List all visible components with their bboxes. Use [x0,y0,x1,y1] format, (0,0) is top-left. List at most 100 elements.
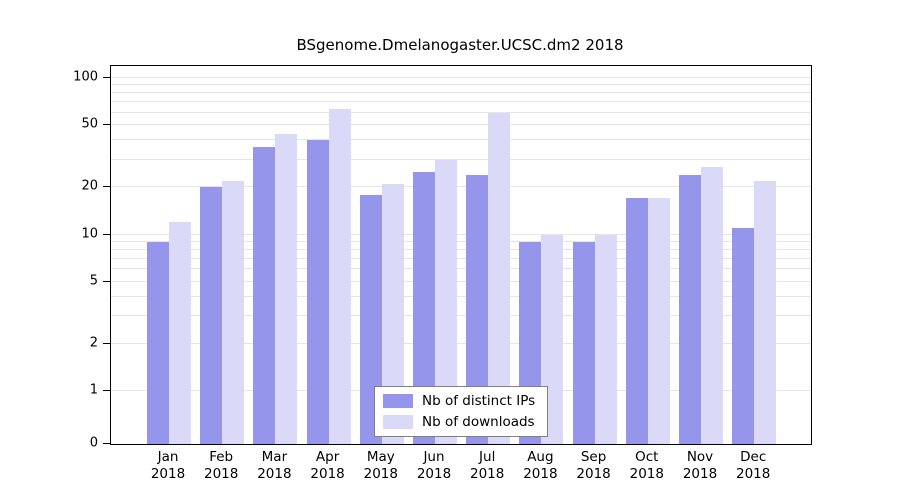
x-tick-year: 2018 [204,466,239,482]
x-tick-label: Jul 2018 [470,449,504,483]
bar-distinct-ips [679,175,701,444]
x-tick-label: Nov 2018 [683,449,717,483]
x-tick-month: Sep [580,449,607,465]
x-tick-year: 2018 [470,466,505,482]
legend-row: Nb of distinct IPs [383,393,535,409]
gridline [111,84,811,86]
y-tick [103,280,110,282]
bar-distinct-ips [200,187,223,444]
y-tick [103,443,110,444]
gridline [111,92,811,94]
x-tick-year: 2018 [150,466,186,482]
gridline [111,315,811,317]
x-tick-month: Oct [635,449,659,465]
gridline [111,124,811,126]
x-tick-label: Mar 2018 [257,449,291,483]
gridline [111,139,811,141]
legend-label: Nb of downloads [422,414,535,430]
gridline [111,158,811,160]
gridline [111,101,811,103]
x-tick-label: Sep 2018 [576,449,610,483]
y-tick-label: 20 [81,178,98,194]
gridline [111,342,811,344]
y-tick-label: 5 [89,273,98,289]
x-tick-month: Jul [479,449,496,465]
x-tick-year: 2018 [363,466,398,482]
y-tick [103,124,110,126]
bar-downloads [754,180,777,444]
gridline [111,257,811,259]
x-tick-month: Aug [527,449,554,465]
x-tick-year: 2018 [310,466,345,482]
bar-downloads [488,112,511,444]
bar-downloads [222,180,245,444]
x-tick-label: Aug 2018 [523,449,557,483]
legend-swatch [383,415,413,429]
y-tick [103,186,110,188]
gridline [111,77,811,78]
gridline [111,280,811,282]
y-tick-label: 1 [89,382,98,398]
bar-downloads [169,222,191,444]
x-tick-label: May 2018 [364,449,398,483]
x-tick-label: Feb 2018 [204,449,238,483]
x-tick-label: Jun 2018 [417,449,451,483]
bar-downloads [701,167,723,444]
x-tick-month: Apr [315,449,340,465]
bar-downloads [647,198,670,444]
y-tick [103,390,110,391]
bar-distinct-ips [359,194,382,444]
bar-distinct-ips [253,147,276,444]
x-tick-year: 2018 [523,466,558,482]
x-tick-month: May [366,449,395,465]
y-tick [103,77,110,78]
x-tick-year: 2018 [682,466,718,482]
x-tick-label: Jan 2018 [151,449,185,483]
x-tick-year: 2018 [576,466,611,482]
gridline [111,240,811,242]
x-tick-label: Apr 2018 [310,449,344,483]
y-tick-label: 10 [81,226,98,241]
bar-distinct-ips [147,241,169,444]
bar-distinct-ips [413,172,435,444]
gridline [111,111,811,113]
bar-downloads [435,159,457,444]
x-tick-month: Nov [686,449,714,465]
y-tick-label: 0 [89,435,98,451]
x-tick-year: 2018 [257,466,292,482]
x-tick-year: 2018 [736,466,771,482]
bar-distinct-ips [466,175,489,444]
y-tick [103,233,110,235]
legend-label: Nb of distinct IPs [422,393,536,409]
x-tick-month: Feb [209,449,234,465]
bar-distinct-ips [306,140,329,444]
x-tick-label: Oct 2018 [630,449,664,483]
y-tick-label: 2 [89,335,98,351]
y-tick [103,342,110,344]
gridline [111,248,811,250]
gridline [111,295,811,297]
legend-row: Nb of downloads [383,414,535,430]
x-tick-label: Dec 2018 [736,449,770,483]
x-tick-year: 2018 [629,466,664,482]
x-tick-month: Jun [423,449,445,465]
bar-downloads [594,234,617,444]
bar-distinct-ips [625,198,648,444]
bar-downloads [381,184,404,444]
gridline [111,233,811,235]
x-tick-year: 2018 [416,466,452,482]
plot-area [110,65,812,445]
x-tick-month: Mar [261,449,288,465]
legend-swatch [383,394,413,408]
x-tick-month: Dec [740,449,767,465]
chart-title: BSgenome.Dmelanogaster.UCSC.dm2 2018 [296,36,624,54]
x-tick-month: Jan [157,449,179,465]
y-tick-label: 100 [73,69,98,85]
bar-downloads [275,133,298,444]
bar-distinct-ips [572,241,595,444]
bar-downloads [328,109,351,444]
bar-distinct-ips [732,228,755,444]
legend: Nb of distinct IPs Nb of downloads [374,386,549,437]
gridline [111,268,811,270]
